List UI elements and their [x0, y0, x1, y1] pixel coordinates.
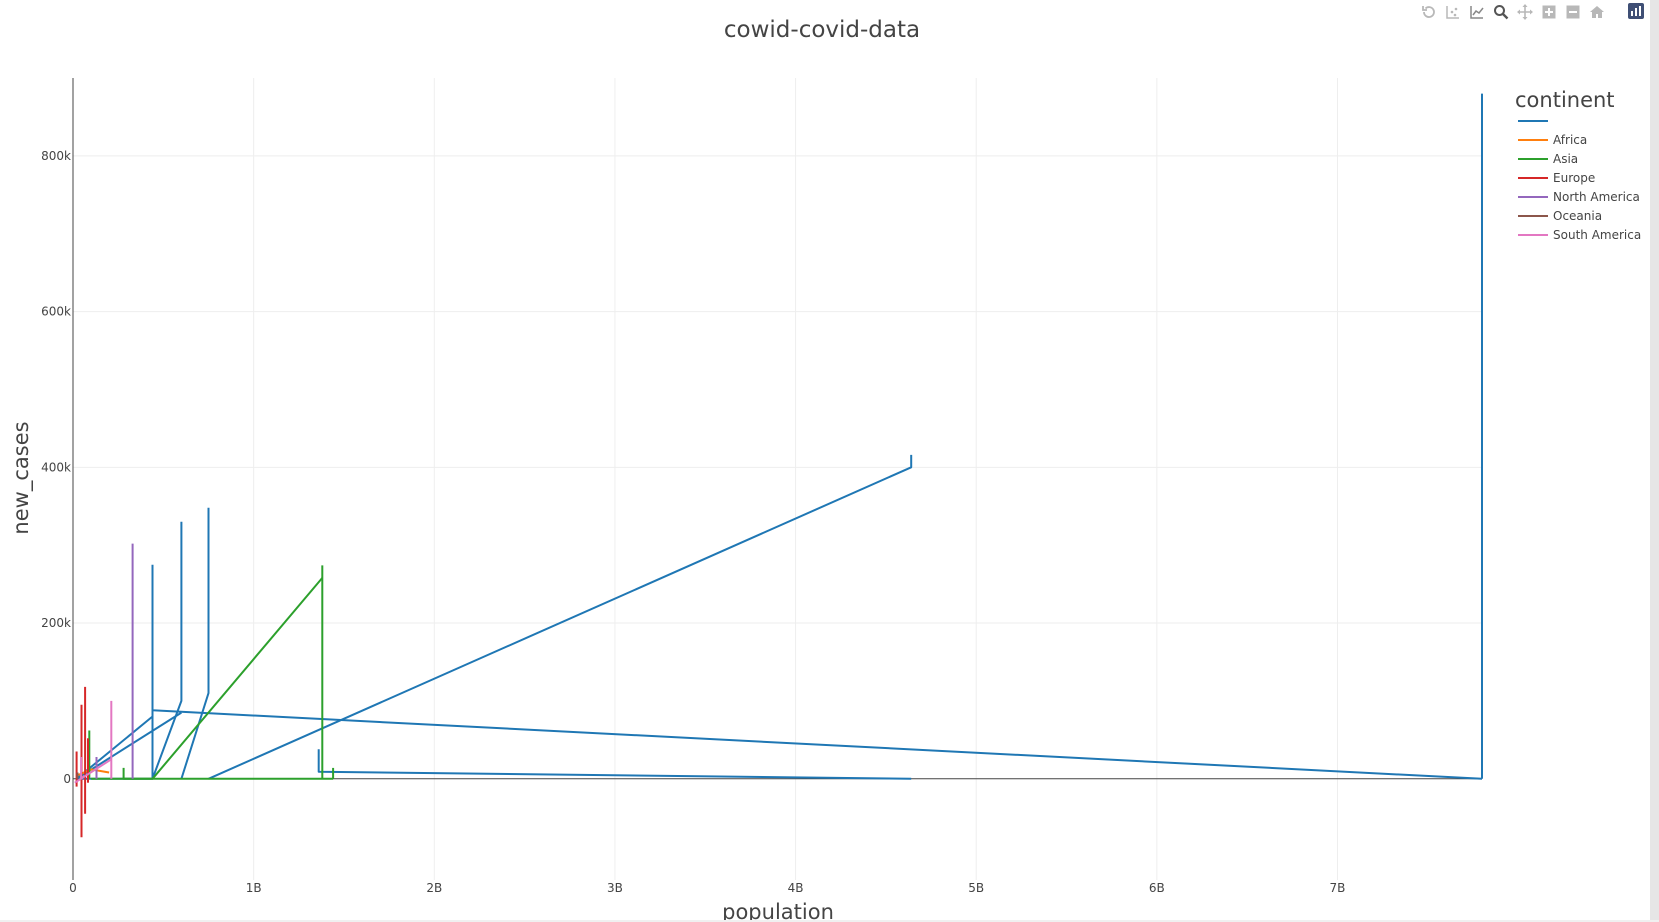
y-tick-label: 600k [41, 305, 71, 319]
legend-item[interactable]: Asia [1518, 152, 1578, 166]
pan-icon[interactable] [1513, 2, 1537, 22]
line-compare-icon[interactable] [1465, 2, 1489, 22]
legend-label: Oceania [1553, 209, 1602, 223]
x-tick-labels: 0 1B 2B 3B 4B 5B 6B 7B [69, 881, 1345, 895]
series-unnamed [75, 93, 1483, 780]
y-axis-title: new_cases [9, 421, 34, 534]
series-asia [88, 565, 335, 780]
legend-item[interactable]: Oceania [1518, 209, 1602, 223]
x-tick-label: 7B [1330, 881, 1346, 895]
series-line [76, 711, 182, 780]
y-tick-label: 800k [41, 149, 71, 163]
legend-label: North America [1553, 190, 1640, 204]
x-tick-label: 3B [607, 881, 623, 895]
series-europe [75, 686, 89, 838]
undo-icon[interactable] [1417, 2, 1441, 22]
series-line [151, 521, 183, 780]
series-line [317, 749, 912, 780]
series-line [151, 564, 1483, 780]
plotly-logo[interactable] [1628, 3, 1644, 19]
x-tick-label: 4B [788, 881, 804, 895]
legend-title: continent [1515, 88, 1615, 112]
x-tick-label: 0 [69, 881, 77, 895]
series-south-america [74, 700, 113, 784]
x-tick-label: 5B [968, 881, 984, 895]
series-line [78, 768, 110, 776]
y-tick-label: 0 [63, 772, 71, 786]
autoscale-icon[interactable] [1441, 2, 1465, 22]
series-line [180, 507, 210, 780]
legend-item[interactable]: North America [1518, 190, 1640, 204]
y-tick-label: 400k [41, 460, 71, 474]
legend-item[interactable]: Europe [1518, 171, 1595, 185]
legend-item[interactable]: South America [1518, 228, 1641, 242]
legend-label: Europe [1553, 171, 1595, 185]
legend-item[interactable]: Africa [1518, 133, 1587, 147]
series-africa [78, 768, 110, 776]
series-north-america [95, 543, 134, 779]
zoom-in-icon[interactable] [1537, 2, 1561, 22]
x-tick-label: 1B [246, 881, 262, 895]
x-tick-label: 6B [1149, 881, 1165, 895]
legend: continent Africa Asia Europe North America O… [1515, 88, 1641, 242]
legend-label: Africa [1553, 133, 1587, 147]
window-bottom-edge [0, 920, 1659, 922]
home-icon[interactable] [1585, 2, 1609, 22]
legend-label: South America [1553, 228, 1641, 242]
modebar [1417, 2, 1609, 22]
x-tick-label: 2B [426, 881, 442, 895]
gridlines [73, 78, 1482, 880]
x-axis-title: population [722, 900, 834, 922]
window-edge [1650, 0, 1659, 922]
y-tick-labels: 0 200k 400k 600k 800k [41, 149, 71, 786]
zoom-out-icon[interactable] [1561, 2, 1585, 22]
legend-label: Asia [1553, 152, 1578, 166]
y-tick-label: 200k [41, 616, 71, 630]
chart-title: cowid-covid-data [724, 17, 920, 43]
zoom-icon[interactable] [1489, 2, 1513, 22]
series-lines [74, 93, 1483, 838]
series-line [208, 454, 913, 780]
